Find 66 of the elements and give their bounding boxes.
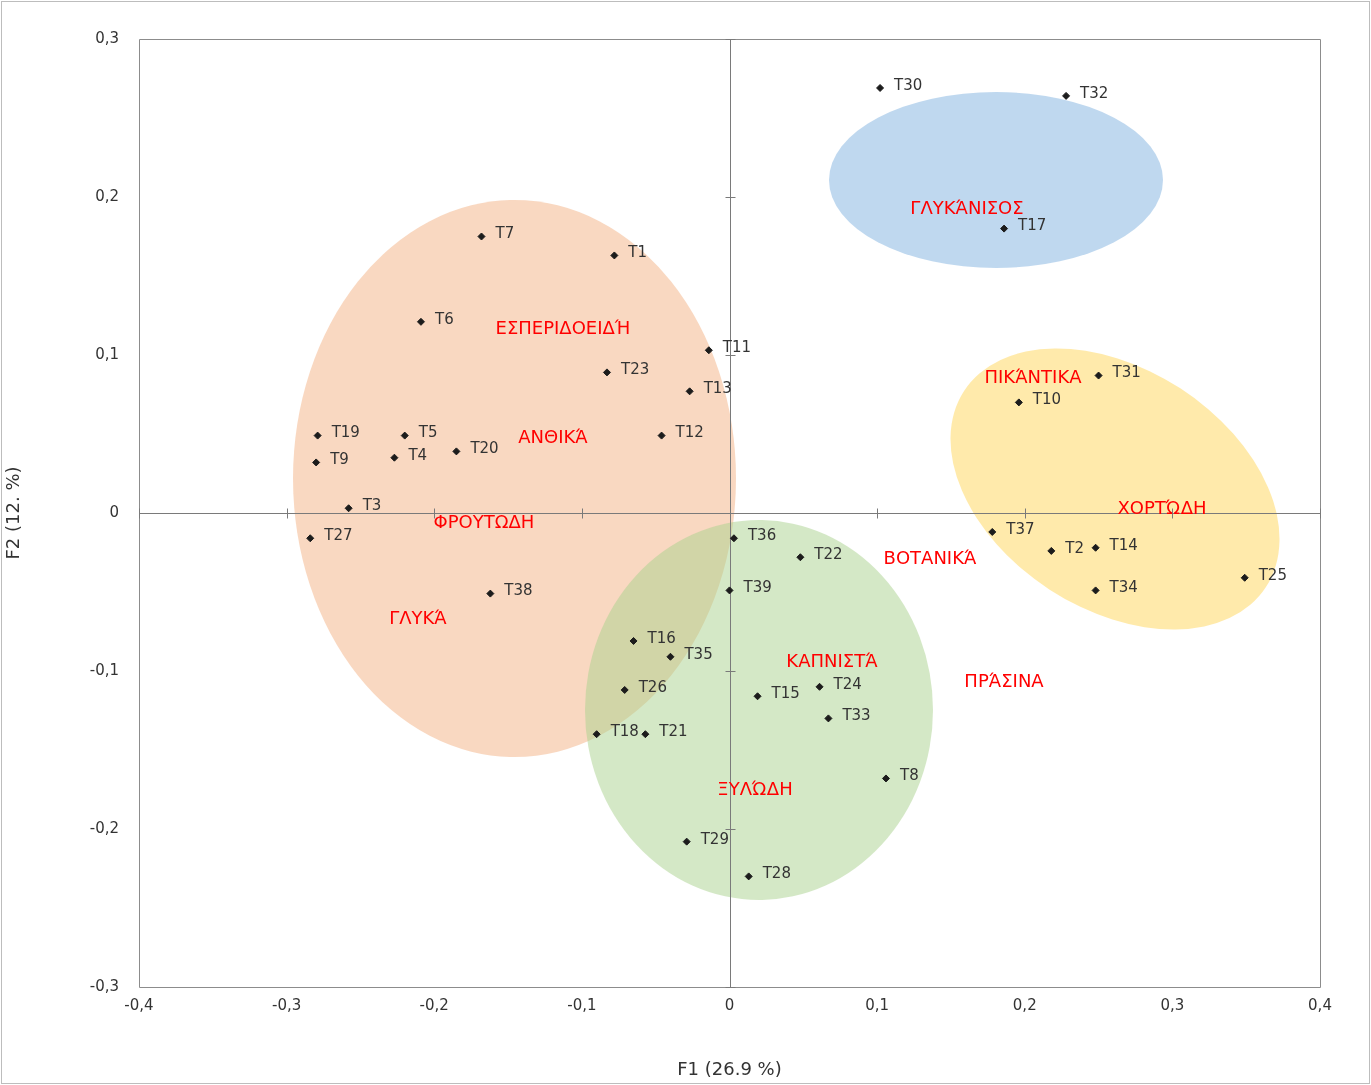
annotation: ΚΑΠΝΙΣΤΆ <box>786 649 878 671</box>
series-label: T15 <box>770 684 800 703</box>
series-label: T16 <box>646 628 676 647</box>
series-label: T6 <box>433 309 454 328</box>
x-tick-label: 0 <box>724 995 735 1014</box>
series-label: T1 <box>627 243 648 262</box>
series-label: T39 <box>742 578 772 597</box>
series-label: T4 <box>407 445 428 464</box>
series-label: T34 <box>1108 578 1138 597</box>
series-label: T24 <box>832 674 862 693</box>
series-label: T17 <box>1017 216 1047 235</box>
x-tick-label: -0,4 <box>124 995 154 1014</box>
y-tick-label: -0,1 <box>89 660 119 679</box>
annotation: ΓΛΥΚΆΝΙΣΟΣ <box>910 196 1024 218</box>
annotation: ΓΛΥΚΆ <box>389 606 447 628</box>
y-axis-title: F2 (12. %) <box>2 466 24 560</box>
annotation: ΕΣΠΕΡΙΔΟΕΙΔΉ <box>495 316 631 338</box>
series-label: T8 <box>898 766 919 785</box>
series-label: T37 <box>1005 519 1035 538</box>
x-tick-label: 0,1 <box>865 995 890 1014</box>
series-label: T23 <box>619 360 650 379</box>
series-label: T22 <box>813 545 843 564</box>
x-tick-label: 0,2 <box>1012 995 1037 1014</box>
series-label: T28 <box>761 864 791 883</box>
series-label: T27 <box>323 526 353 545</box>
x-axis-title: F1 (26.9 %) <box>677 1057 782 1079</box>
series-label: T25 <box>1257 565 1287 584</box>
series-label: T18 <box>609 722 639 741</box>
annotation: ΠΡΆΣΙΝΑ <box>964 669 1044 691</box>
x-tick-label: 0,4 <box>1308 995 1332 1014</box>
x-tick-label: -0,2 <box>419 995 449 1014</box>
x-tick-label: -0,1 <box>567 995 597 1014</box>
series-label: T38 <box>503 581 533 600</box>
series-label: T35 <box>683 644 713 663</box>
annotation: ΧΟΡΤΏΔΗ <box>1117 496 1207 518</box>
series-label: T14 <box>1108 535 1138 554</box>
y-tick-label: -0,2 <box>89 818 119 837</box>
series-label: T2 <box>1064 538 1085 557</box>
y-tick-label: 0,2 <box>95 186 119 205</box>
series-label: T31 <box>1111 363 1141 382</box>
annotation: ΠΙΚΆΝΤΙΚΑ <box>984 365 1082 387</box>
series-label: T5 <box>417 423 438 442</box>
x-tick-label: -0,3 <box>271 995 302 1014</box>
annotation: ΞΥΛΏΔΗ <box>717 777 793 799</box>
series-label: T10 <box>1031 390 1062 409</box>
series-label: T36 <box>746 526 777 545</box>
series-label: T29 <box>699 829 729 848</box>
series-label: T30 <box>893 75 923 94</box>
series-label: T7 <box>494 224 515 243</box>
y-tick-label: 0 <box>109 502 119 521</box>
y-tick-label: 0,1 <box>95 344 119 363</box>
series-label: T21 <box>658 722 688 741</box>
annotation: ΒΟΤΑΝΙΚΆ <box>883 546 977 568</box>
series-label: T9 <box>329 450 349 469</box>
series-label: T32 <box>1079 83 1109 102</box>
series-label: T12 <box>674 423 704 442</box>
annotation: ΦΡΟΥΤΩΔΗ <box>433 510 535 532</box>
y-tick-label: 0,3 <box>95 28 119 47</box>
series-label: T19 <box>330 423 360 442</box>
series-label: T26 <box>637 677 667 696</box>
series-label: T3 <box>361 496 382 515</box>
y-tick-label: -0,3 <box>89 976 119 995</box>
series-label: T33 <box>841 706 871 725</box>
x-tick-label: 0,3 <box>1160 995 1185 1014</box>
annotation: ΑΝΘΙΚΆ <box>518 425 588 447</box>
series-label: T20 <box>469 439 499 458</box>
